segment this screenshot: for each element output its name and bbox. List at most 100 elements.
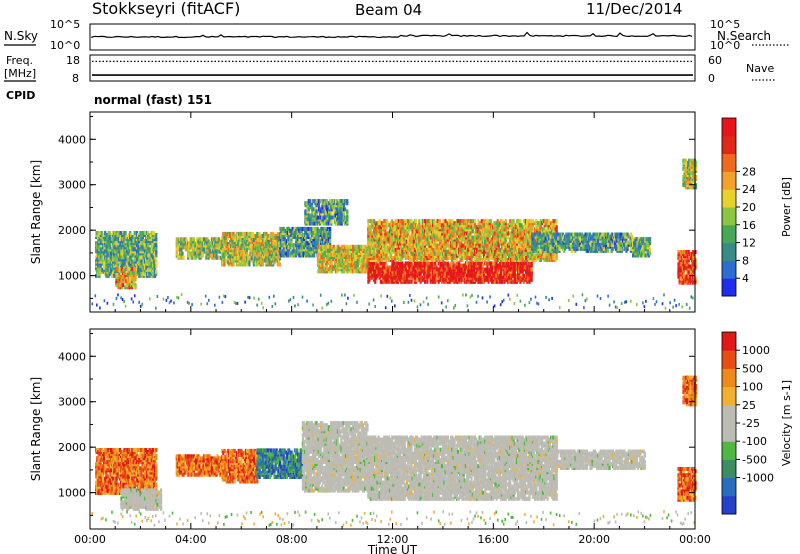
colorbar-segment [722, 242, 736, 261]
noise-tick-top-right: 10^5 [710, 18, 740, 31]
colorbar-segment [722, 278, 736, 297]
colorbar-tick-label: 100 [742, 381, 763, 394]
y-axis-label: Slant Range [km] [29, 160, 43, 264]
noise-sky-label: N.Sky [4, 29, 38, 43]
colorbar-tick-label: 28 [742, 165, 756, 178]
y-tick-label: 4000 [58, 133, 86, 146]
noise-tick-top-left: 10^5 [50, 18, 80, 31]
echo-region-0 [95, 448, 158, 495]
noise-sky-trace [91, 31, 693, 39]
nave-tick-60: 60 [708, 54, 722, 67]
y-tick-label: 4000 [58, 350, 86, 363]
echo-region-5 [301, 421, 369, 493]
echo-region-7 [367, 261, 533, 284]
echo-region-7 [556, 449, 646, 470]
colorbar-tick-label: 24 [742, 183, 756, 196]
near-range-echoes [91, 293, 694, 310]
colorbar-segment [722, 224, 736, 244]
colorbar-segment [722, 260, 736, 279]
noise-tick-bottom-right: 10^0 [710, 39, 740, 52]
x-tick-label: 04:00 [175, 533, 207, 546]
colorbar-tick-label: 4 [742, 272, 749, 285]
colorbar-segment [722, 495, 736, 515]
colorbar-label: Power [dB] [780, 177, 793, 237]
y-tick-label: 1000 [58, 270, 86, 283]
y-tick-label: 2000 [58, 441, 86, 454]
colorbar-segment [722, 135, 736, 155]
freq-tick-8: 8 [72, 72, 79, 85]
y-tick-label: 1000 [58, 487, 86, 500]
colorbar-tick-label: 500 [742, 362, 763, 375]
noise-search-label: N.Search [717, 29, 771, 43]
echo-region-3 [221, 231, 282, 267]
colorbar-segment [722, 477, 736, 497]
echo-region-1 [115, 266, 137, 290]
colorbar-tick-label: 20 [742, 201, 756, 214]
freq-tick-18: 18 [66, 54, 80, 67]
colorbar-tick-label: 8 [742, 254, 749, 267]
echo-region-10 [632, 237, 652, 258]
colorbar-tick-label: 16 [742, 219, 756, 232]
cpid-value: normal (fast) 151 [94, 93, 212, 107]
y-tick-label: 3000 [58, 179, 86, 192]
colorbar-tick-label: -1000 [742, 472, 774, 485]
near-range-echoes [91, 510, 696, 527]
colorbar-segment [722, 118, 736, 137]
nave-tick-0: 0 [708, 72, 715, 85]
colorbar-segment [722, 332, 736, 351]
colorbar-segment [722, 368, 736, 388]
colorbar-segment [722, 459, 736, 479]
frequency-panel: Freq. [MHz] CPID Nave 18 8 60 0 [4, 54, 776, 102]
noise-tick-bottom-left: 10^0 [50, 39, 80, 52]
colorbar-segment [722, 404, 736, 424]
y-tick-label: 3000 [58, 396, 86, 409]
colorbar-tick-label: -100 [742, 435, 767, 448]
colorbar-tick-label: 25 [742, 399, 756, 412]
echo-region-9 [682, 375, 698, 407]
date-title: 11/Dec/2014 [586, 0, 682, 18]
echo-region-8 [677, 467, 697, 502]
colorbar-segment [722, 441, 736, 460]
echo-region-4 [256, 448, 304, 479]
echo-region-2 [175, 237, 224, 260]
colorbar-segment [722, 423, 736, 442]
colorbar: 1000 500 100 25 -25 -100 -500 -1000 Velocity [m … [721, 331, 793, 515]
echo-region-9 [531, 232, 634, 253]
power-panel: 1000 2000 3000 4000 Slant Range [km] 4 8 12 16 20… [29, 111, 793, 313]
echo-region-6 [367, 435, 558, 501]
beam-title: Beam 04 [355, 1, 422, 19]
station-title: Stokkseyri (fitACF) [92, 0, 240, 18]
x-tick-label: 00:00 [74, 533, 106, 546]
colorbar-segment [722, 153, 736, 172]
echo-region-1 [120, 488, 163, 511]
colorbar-tick-label: -500 [742, 453, 767, 466]
x-tick-label: 16:00 [477, 533, 509, 546]
x-tick-label: 08:00 [276, 533, 308, 546]
nave-label: Nave [746, 62, 774, 75]
colorbar-tick-label: 1000 [742, 344, 770, 357]
x-tick-label: 00:00 [679, 533, 711, 546]
cpid-label: CPID [6, 89, 35, 102]
echo-region-3 [221, 448, 259, 484]
freq-label: Freq. [6, 54, 33, 67]
x-axis-label: Time UT [367, 543, 418, 554]
noise-panel: N.Sky N.Search 10^5 10^0 10^5 10^0 [4, 18, 790, 52]
colorbar-segment [722, 207, 736, 226]
echo-region-5 [304, 199, 349, 226]
y-axis-label: Slant Range [km] [29, 377, 43, 481]
colorbar-segment [722, 189, 736, 208]
velocity-panel: 1000 2000 3000 4000 00:00 04:00 08:00 12:00 16:0… [29, 328, 793, 554]
echo-region-11 [677, 250, 697, 285]
colorbar-segment [722, 171, 736, 190]
colorbar-label: Velocity [m s-1] [780, 380, 793, 466]
x-tick-label: 20:00 [578, 533, 610, 546]
y-tick-label: 2000 [58, 224, 86, 237]
echo-region-8 [367, 219, 558, 262]
freq-unit-label: [MHz] [4, 67, 36, 80]
colorbar-segment [722, 350, 736, 369]
colorbar: 4 8 12 16 20 24 28 Power [dB] [721, 117, 793, 297]
colorbar-segment [722, 386, 736, 406]
colorbar-tick-label: -25 [742, 417, 760, 430]
echo-region-2 [175, 454, 224, 477]
